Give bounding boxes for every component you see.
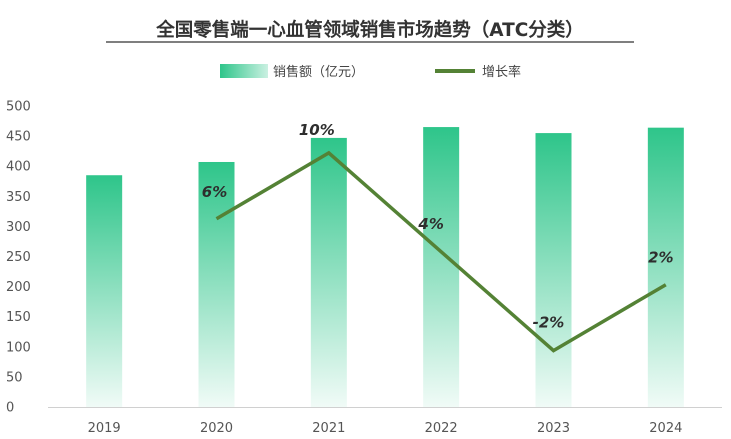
- bar-sales-2020: [198, 161, 235, 407]
- bar-sales-2022: [423, 127, 460, 407]
- growth-line-series: [215, 150, 667, 353]
- y-tick-label: 350: [6, 190, 31, 205]
- growth-rate-label-2020: 6%: [202, 183, 227, 201]
- x-tick-label: 2019: [88, 421, 121, 436]
- growth-rate-labels: 6% 10% 4% -2% 2%: [202, 121, 674, 332]
- y-tick-label: 300: [6, 220, 31, 235]
- legend-swatch-sales: [220, 64, 268, 78]
- y-tick-label: 0: [6, 401, 14, 416]
- chart-title: 全国零售端一心血管领域销售市场趋势（ATC分类）: [155, 19, 584, 41]
- x-tick-label: 2024: [649, 421, 682, 436]
- y-axis: 0 50 100 150 200 250 300 350 400 450 500: [6, 100, 31, 416]
- bar-sales-2023: [535, 133, 572, 407]
- y-tick-label: 100: [6, 340, 31, 355]
- legend-label-growth: 增长率: [482, 64, 521, 80]
- y-tick-label: 250: [6, 250, 31, 265]
- x-axis: 2019 2020 2021 2022 2023 2024: [88, 421, 683, 436]
- growth-rate-label-2023: -2%: [533, 314, 565, 332]
- y-tick-label: 200: [6, 280, 31, 295]
- x-tick-label: 2022: [425, 421, 458, 436]
- y-tick-label: 450: [6, 130, 31, 145]
- x-tick-label: 2020: [200, 421, 233, 436]
- legend: 销售额（亿元） 增长率: [220, 64, 521, 80]
- growth-rate-label-2024: 2%: [648, 249, 673, 267]
- growth-rate-label-2022: 4%: [417, 215, 443, 233]
- bar-sales-2024: [647, 127, 684, 407]
- y-tick-label: 50: [6, 370, 23, 385]
- growth-rate-line: [215, 150, 667, 353]
- x-tick-label: 2023: [537, 421, 570, 436]
- bar-series: [86, 127, 684, 407]
- y-tick-label: 400: [6, 160, 31, 175]
- bar-sales-2021: [310, 137, 347, 407]
- bar-sales-2019: [86, 175, 123, 407]
- y-tick-label: 500: [6, 100, 31, 115]
- growth-rate-label-2021: 10%: [299, 121, 335, 139]
- y-tick-label: 150: [6, 310, 31, 325]
- x-tick-label: 2021: [312, 421, 345, 436]
- legend-label-sales: 销售额（亿元）: [273, 64, 364, 80]
